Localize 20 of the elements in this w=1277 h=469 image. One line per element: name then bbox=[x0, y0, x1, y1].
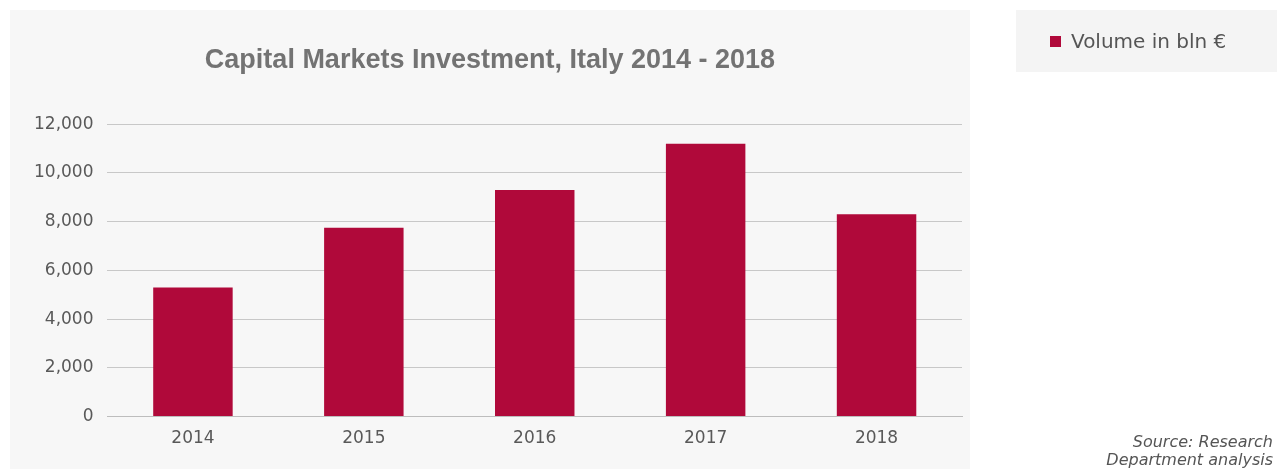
x-tick-label: 2016 bbox=[513, 427, 557, 448]
legend-label: Volume in bln € bbox=[1071, 29, 1227, 53]
y-tick-label: 2,000 bbox=[44, 356, 94, 377]
bar bbox=[665, 143, 746, 417]
bar bbox=[836, 214, 917, 417]
x-tick-label: 2015 bbox=[342, 427, 386, 448]
y-tick-label: 4,000 bbox=[44, 307, 94, 328]
source-note: Source: Research Department analysis bbox=[1105, 432, 1273, 469]
bar bbox=[153, 287, 233, 417]
y-tick-label: 0 bbox=[82, 405, 94, 426]
chart-title: Capital Markets Investment, Italy 2014 - 2018 bbox=[203, 44, 777, 75]
x-tick-label: 2018 bbox=[854, 427, 899, 448]
y-tick-label: 6,000 bbox=[44, 258, 94, 279]
y-tick-label: 10,000 bbox=[34, 161, 94, 182]
bar bbox=[324, 227, 404, 417]
x-tick-label: 2017 bbox=[684, 427, 728, 448]
bar bbox=[495, 189, 575, 417]
y-tick-label: 8,000 bbox=[44, 210, 94, 231]
y-tick-label: 12,000 bbox=[34, 112, 94, 133]
x-tick-label: 2014 bbox=[171, 427, 215, 448]
